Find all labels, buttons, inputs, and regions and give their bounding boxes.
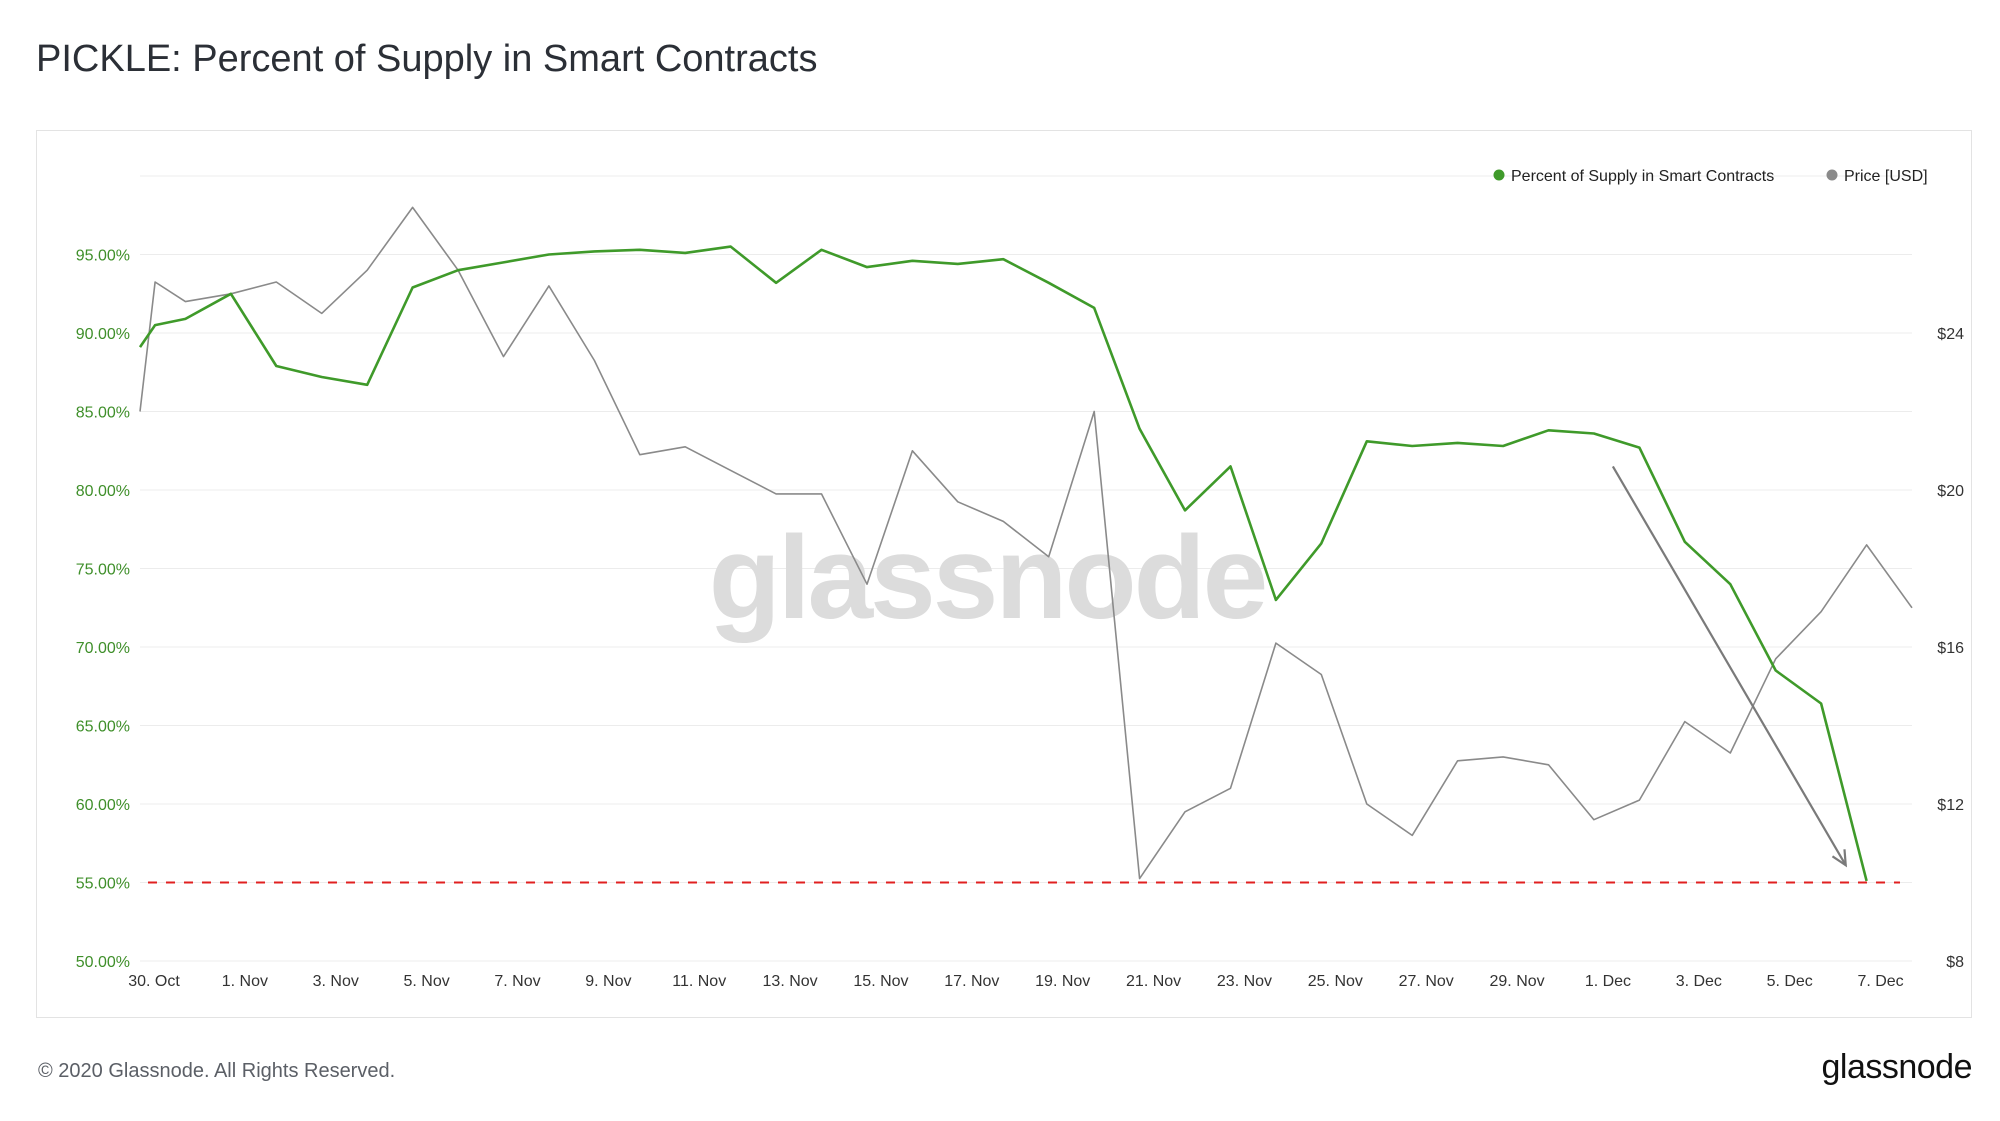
y-left-tick-label: 75.00%	[76, 562, 130, 579]
y-right-tick-label: $12	[1937, 797, 1964, 814]
y-left-tick-label: 65.00%	[76, 719, 130, 736]
x-tick-label: 17. Nov	[944, 973, 999, 990]
y-left-tick-label: 55.00%	[76, 876, 130, 893]
y-left-tick-label: 85.00%	[76, 405, 130, 422]
x-tick-label: 5. Nov	[403, 973, 449, 990]
y-left-tick-label: 90.00%	[76, 326, 130, 343]
chart-panel: glassnode 50.00% 55.00% 60.00% 65.00% 70.00%…	[36, 130, 1972, 1018]
legend-price[interactable]: Price [USD]	[1826, 168, 1928, 185]
chart-legend: Percent of Supply in Smart Contracts Pric…	[1493, 168, 1928, 185]
x-tick-label: 3. Nov	[313, 973, 359, 990]
annotation-layer	[148, 465, 1900, 884]
x-tick-label: 19. Nov	[1035, 973, 1090, 990]
y-right-tick-label: $20	[1937, 483, 1964, 500]
x-tick-label: 15. Nov	[853, 973, 908, 990]
x-tick-label: 13. Nov	[763, 973, 818, 990]
series-layer	[138, 206, 1913, 882]
x-tick-label: 1. Nov	[222, 973, 268, 990]
page-title: PICKLE: Percent of Supply in Smart Contr…	[36, 38, 818, 80]
chart-svg: glassnode 50.00% 55.00% 60.00% 65.00% 70.00%…	[76, 168, 1964, 990]
glassnode-logo[interactable]: glassnode	[1821, 1048, 1972, 1086]
legend-label: Price [USD]	[1844, 168, 1928, 185]
x-tick-label: 7. Nov	[494, 973, 540, 990]
watermark-text: glassnode	[709, 512, 1266, 644]
x-tick-label: 21. Nov	[1126, 973, 1181, 990]
x-tick-label: 11. Nov	[672, 973, 726, 990]
y-left-tick-label: 60.00%	[76, 797, 130, 814]
x-tick-label: 1. Dec	[1585, 973, 1631, 990]
y-left-tick-label: 80.00%	[76, 483, 130, 500]
y-right-tick-label: $8	[1946, 954, 1964, 971]
x-tick-label: 23. Nov	[1217, 973, 1272, 990]
y-left-tick-label: 70.00%	[76, 640, 130, 657]
legend-label: Percent of Supply in Smart Contracts	[1511, 168, 1774, 185]
x-tick-label: 9. Nov	[585, 973, 631, 990]
grid-layer	[140, 175, 1912, 962]
left-axis-ticks: 50.00% 55.00% 60.00% 65.00% 70.00% 75.00% 80.0…	[76, 248, 130, 972]
x-tick-label: 5. Dec	[1767, 973, 1813, 990]
y-right-tick-label: $24	[1937, 326, 1964, 343]
right-axis-ticks: $8 $12 $16 $20 $24	[1937, 326, 1964, 971]
legend-marker-icon	[1493, 169, 1505, 181]
legend-marker-icon	[1826, 169, 1838, 181]
x-tick-label: 7. Dec	[1857, 973, 1903, 990]
price-series-line	[139, 206, 1913, 880]
y-left-tick-label: 50.00%	[76, 954, 130, 971]
y-left-tick-label: 95.00%	[76, 248, 130, 265]
x-tick-label: 30. Oct	[128, 973, 180, 990]
legend-supply[interactable]: Percent of Supply in Smart Contracts	[1493, 168, 1775, 185]
x-axis-ticks: 30. Oct 1. Nov 3. Nov 5. Nov 7. Nov 9. Nov 11.…	[128, 973, 1903, 990]
x-tick-label: 27. Nov	[1399, 973, 1454, 990]
x-tick-label: 25. Nov	[1308, 973, 1363, 990]
y-right-tick-label: $16	[1937, 640, 1964, 657]
supply-series-line	[138, 245, 1868, 882]
footer-copyright: © 2020 Glassnode. All Rights Reserved.	[38, 1060, 396, 1082]
x-tick-label: 29. Nov	[1490, 973, 1545, 990]
trend-arrow-line	[1611, 465, 1847, 866]
x-tick-label: 3. Dec	[1676, 973, 1722, 990]
trend-arrow-head	[1831, 849, 1848, 868]
